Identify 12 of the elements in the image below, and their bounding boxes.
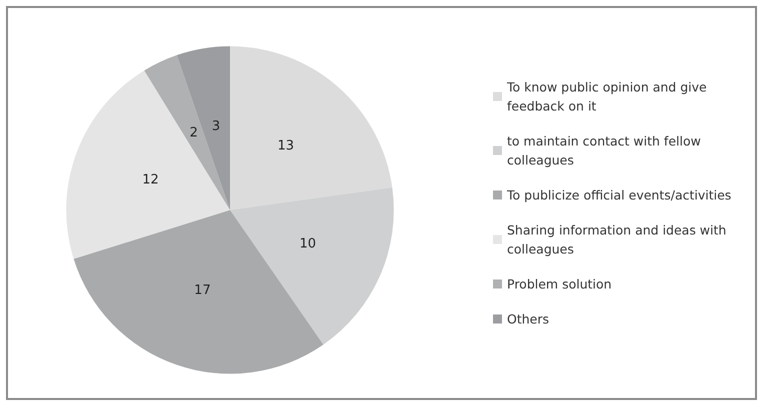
- data-label: 13: [277, 138, 294, 154]
- legend-label: Problem solution: [507, 276, 612, 292]
- data-label: 12: [142, 172, 159, 188]
- legend-label: To know public opinion and give feedback on it: [506, 80, 711, 114]
- legend-label: to maintain contact with fellow colleagues: [507, 134, 705, 168]
- data-label: 17: [194, 282, 211, 298]
- data-label: 2: [190, 126, 198, 141]
- data-label: 10: [299, 236, 316, 252]
- data-label: 3: [212, 118, 220, 134]
- legend-label: Sharing information and ideas with colleagues: [507, 222, 730, 256]
- legend-label: Others: [507, 312, 550, 326]
- legend-label: To publicize official events/activities: [506, 188, 732, 202]
